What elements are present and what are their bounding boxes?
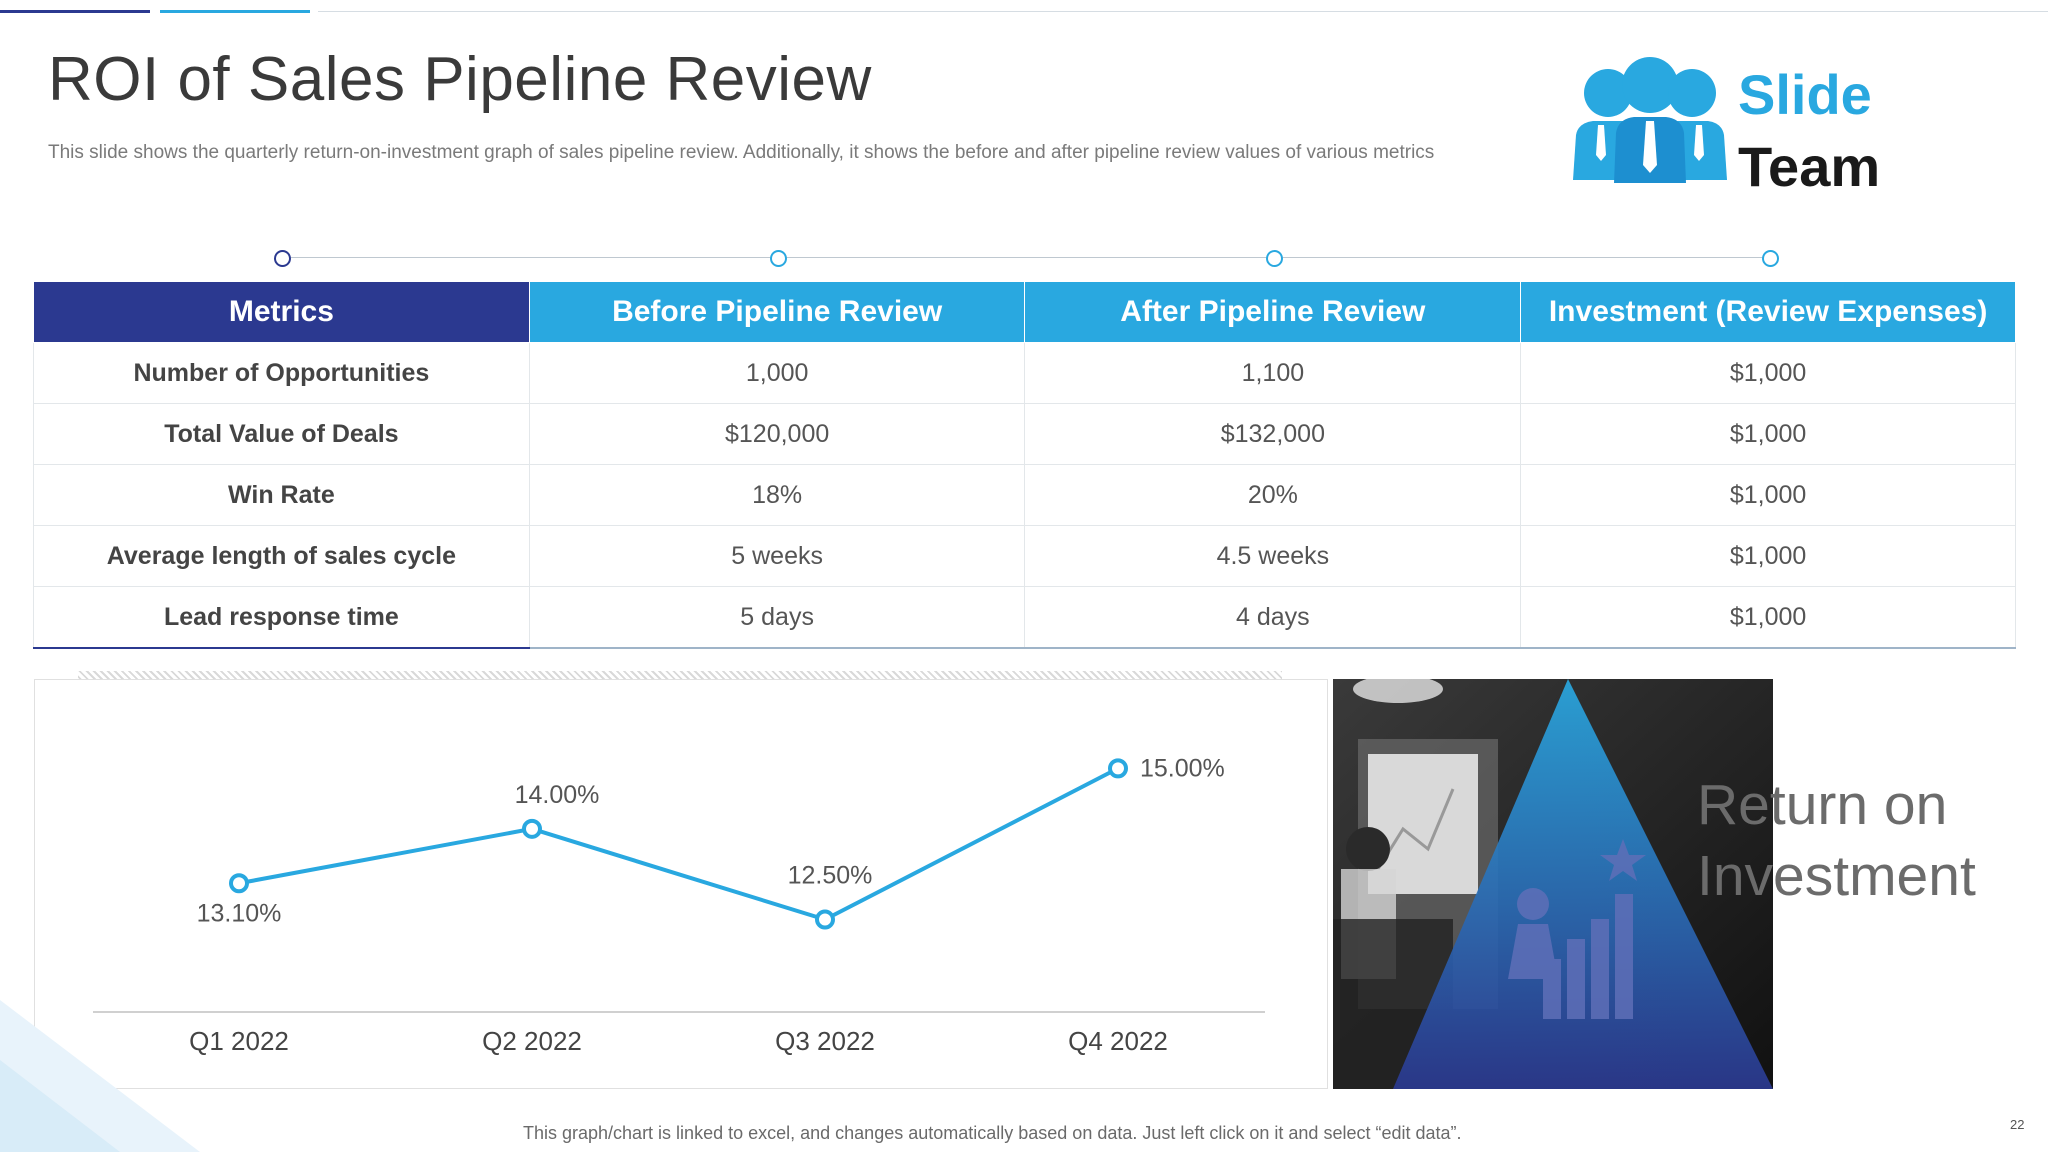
data-point[interactable] <box>815 909 835 930</box>
after-value: 20% <box>1024 464 1522 526</box>
series-line <box>238 766 1119 922</box>
growth-chart-icon <box>1508 839 1646 1019</box>
metric-name: Number of Opportunities <box>33 342 530 404</box>
after-value: 4 days <box>1024 586 1522 649</box>
x-tick-label: Q2 2022 <box>482 1026 582 1056</box>
table-row: Lead response time 5 days 4 days $1,000 <box>33 586 2016 649</box>
footer-note: This graph/chart is linked to excel, and… <box>523 1123 1462 1143</box>
x-tick-label: Q4 2022 <box>1068 1026 1168 1056</box>
before-value: 5 weeks <box>528 525 1026 587</box>
page-number: 22 <box>2010 1117 2025 1132</box>
after-value: $132,000 <box>1024 403 1522 465</box>
data-point[interactable] <box>229 873 249 894</box>
x-tick-label: Q1 2022 <box>189 1026 289 1056</box>
before-value: $120,000 <box>528 403 1026 465</box>
investment-value: $1,000 <box>1520 342 2016 404</box>
data-point[interactable] <box>522 818 542 839</box>
before-value: 5 days <box>528 586 1026 649</box>
table-row: Number of Opportunities 1,000 1,100 $1,0… <box>33 342 2016 404</box>
logo-text-slide: Slide <box>1738 63 1872 126</box>
logo-text-team: Team <box>1738 135 1881 198</box>
roi-line-chart[interactable]: 13.10% 14.00% 12.50% 15.00% Q1 2022 Q2 2022 Q… <box>35 680 1327 1088</box>
metric-name: Average length of sales cycle <box>33 525 530 587</box>
triangle-overlay <box>1393 679 1773 1089</box>
slide-subtitle: This slide shows the quarterly return-on… <box>48 142 1435 163</box>
data-label: 12.50% <box>788 862 873 890</box>
top-accent-line-light <box>160 10 310 13</box>
slideteam-logo-icon <box>1573 57 1727 183</box>
metric-name: Total Value of Deals <box>33 403 530 465</box>
connector-dot-1 <box>274 250 291 267</box>
roi-label-line2: Investment <box>1697 844 1976 908</box>
table-row: Win Rate 18% 20% $1,000 <box>33 464 2016 526</box>
before-value: 18% <box>528 464 1026 526</box>
x-tick-label: Q3 2022 <box>775 1026 875 1056</box>
before-value: 1,000 <box>528 342 1026 404</box>
metric-name: Lead response time <box>33 586 530 649</box>
header-connector-line <box>282 257 1770 258</box>
header-metrics: Metrics <box>33 281 530 343</box>
slide-title: ROI of Sales Pipeline Review <box>48 45 872 114</box>
data-label: 14.00% <box>515 781 600 809</box>
data-label: 13.10% <box>197 899 282 927</box>
investment-value: $1,000 <box>1520 586 2016 649</box>
roi-line-chart-panel[interactable]: 13.10% 14.00% 12.50% 15.00% Q1 2022 Q2 2022 Q… <box>34 679 1328 1089</box>
investment-value: $1,000 <box>1520 525 2016 587</box>
metrics-table: Metrics Before Pipeline Review After Pip… <box>33 281 2016 649</box>
top-accent-line-dark <box>0 10 150 13</box>
investment-value: $1,000 <box>1520 464 2016 526</box>
roi-label-line1: Return on <box>1697 773 1948 837</box>
after-value: 1,100 <box>1024 342 1522 404</box>
connector-dot-3 <box>1266 250 1283 267</box>
connector-dot-4 <box>1762 250 1779 267</box>
person-figure <box>1346 827 1390 871</box>
top-divider-line <box>318 11 2048 12</box>
table-row: Total Value of Deals $120,000 $132,000 $… <box>33 403 2016 465</box>
after-value: 4.5 weeks <box>1024 525 1522 587</box>
header-before: Before Pipeline Review <box>528 281 1026 343</box>
data-label: 15.00% <box>1140 754 1225 782</box>
header-after: After Pipeline Review <box>1024 281 1522 343</box>
investment-value: $1,000 <box>1520 403 2016 465</box>
roi-label: Return on Investment <box>1697 770 1976 912</box>
data-point[interactable] <box>1108 758 1128 779</box>
table-row: Average length of sales cycle 5 weeks 4.… <box>33 525 2016 587</box>
header-investment: Investment (Review Expenses) <box>1520 281 2016 343</box>
roi-image-panel <box>1333 679 1773 1089</box>
metric-name: Win Rate <box>33 464 530 526</box>
table-header-row: Metrics Before Pipeline Review After Pip… <box>33 281 2016 343</box>
connector-dot-2 <box>770 250 787 267</box>
corner-decoration <box>0 1000 200 1152</box>
